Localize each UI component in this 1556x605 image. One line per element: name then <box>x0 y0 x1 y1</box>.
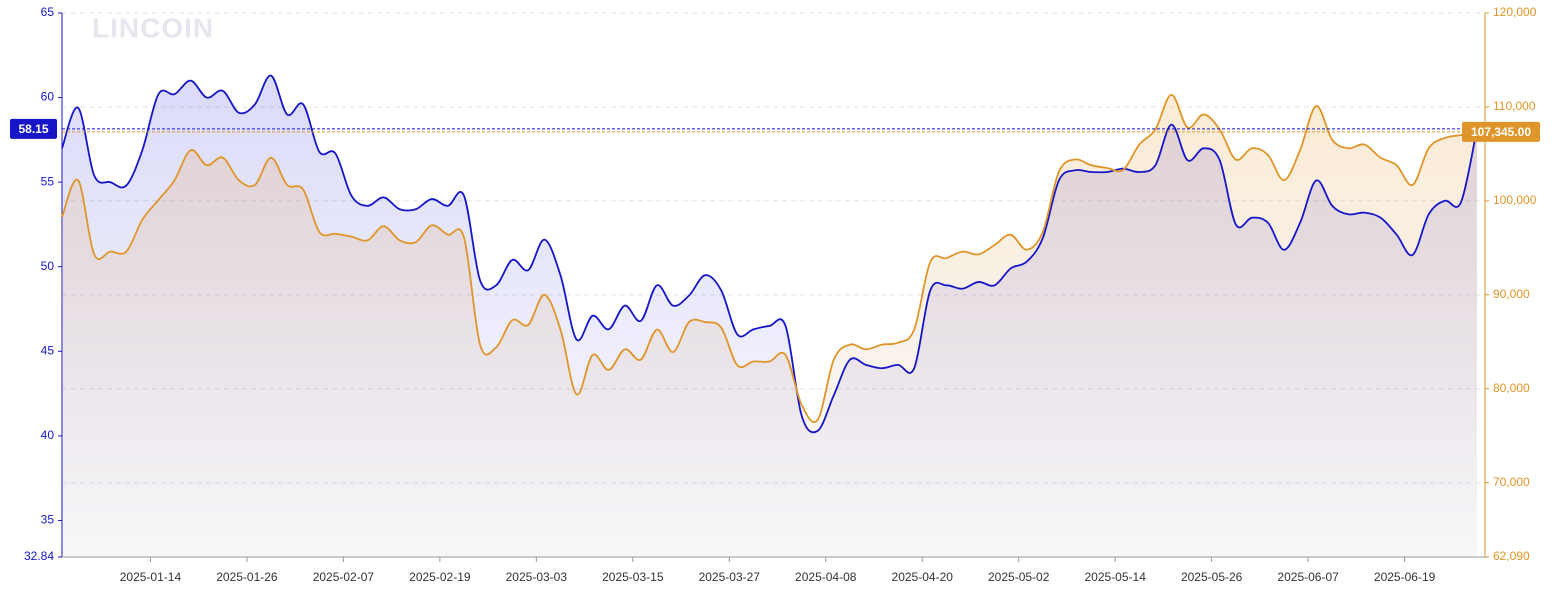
y2-tick-label: 70,000 <box>1493 475 1530 489</box>
x-tick-label: 2025-05-14 <box>1084 570 1146 584</box>
y-tick-label: 55 <box>41 174 55 188</box>
line <box>61 74 1478 434</box>
y-tick-label: 35 <box>41 513 55 527</box>
x-tick-label: 2025-04-08 <box>795 570 857 584</box>
x-tick-label: 2025-05-26 <box>1181 570 1243 584</box>
price-badge <box>1462 121 1540 142</box>
x-tick-label: 2025-01-26 <box>216 570 278 584</box>
y-tick-label: 45 <box>41 343 55 357</box>
y2-tick-label: 100,000 <box>1493 193 1537 207</box>
x-tick-label: 2025-03-15 <box>602 570 664 584</box>
price-badge-label: 58.15 <box>18 122 48 136</box>
y-tick-label: 40 <box>41 428 55 442</box>
y2-tick-label: 80,000 <box>1493 381 1530 395</box>
x-tick-label: 2025-06-07 <box>1277 570 1339 584</box>
x-tick-label: 2025-05-02 <box>988 570 1050 584</box>
y2-tick-label: 110,000 <box>1493 99 1536 113</box>
x-tick-label: 2025-03-27 <box>699 570 761 584</box>
x-tick-label: 2025-06-19 <box>1374 570 1436 584</box>
x-tick-label: 2025-04-20 <box>892 570 954 584</box>
price-badge-label: 107,345.00 <box>1471 125 1531 139</box>
y-tick-label: 60 <box>41 90 55 104</box>
y2-tick-label: 90,000 <box>1493 287 1530 301</box>
y2-tick-label: 62,090 <box>1493 549 1530 563</box>
x-tick-label: 2025-02-19 <box>409 570 471 584</box>
y-tick-label: 65 <box>41 5 55 19</box>
x-tick-label: 2025-01-14 <box>120 570 182 584</box>
y-tick-label: 50 <box>41 259 55 273</box>
x-tick-label: 2025-03-03 <box>506 570 568 584</box>
y2-tick-label: 120,000 <box>1493 5 1537 19</box>
x-tick-label: 2025-02-07 <box>313 570 375 584</box>
line <box>61 93 1478 423</box>
watermark: LINCOIN <box>92 12 214 43</box>
area <box>62 94 1477 558</box>
y-tick-label: 32.84 <box>24 549 54 563</box>
price-badge <box>10 118 57 139</box>
